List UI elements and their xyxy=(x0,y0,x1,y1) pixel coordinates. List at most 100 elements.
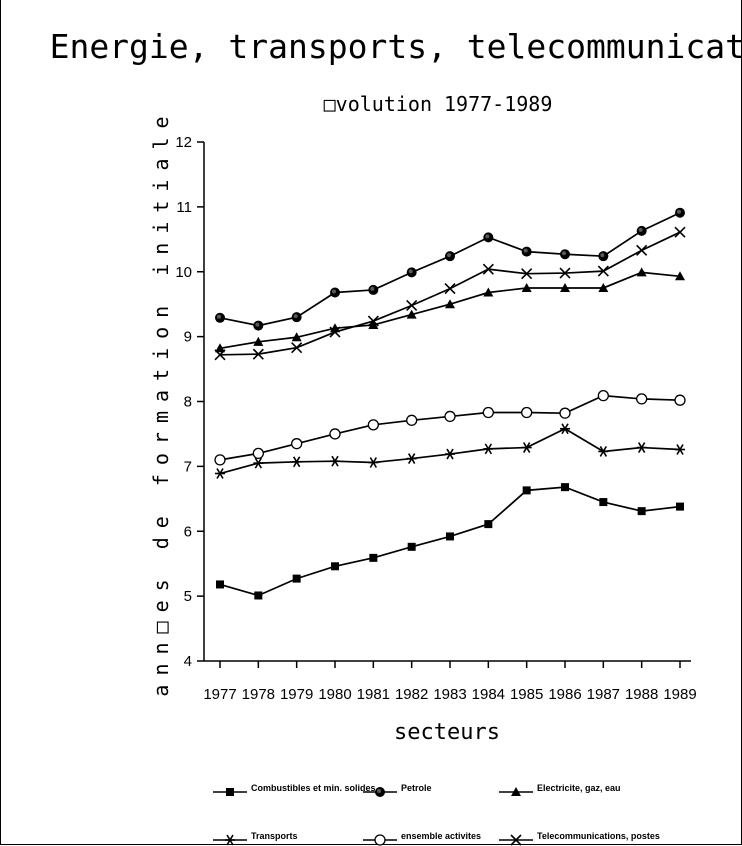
legend-marker xyxy=(225,834,235,846)
data-point xyxy=(598,251,609,262)
data-point xyxy=(674,394,686,406)
plot-area: 4 5 6 7 8 9 10 11 12 1977 1978 1979 1980 1981 1982 1983… xyxy=(175,134,696,703)
legend-item: Electricite, gaz, eau xyxy=(499,783,621,796)
data-point xyxy=(598,282,609,292)
data-point xyxy=(367,419,379,431)
data-point xyxy=(636,225,647,236)
x-tick-label: 1987 xyxy=(587,686,620,703)
data-point xyxy=(636,393,648,405)
data-point xyxy=(636,267,647,277)
x-tick-label: 1983 xyxy=(433,686,466,703)
data-point xyxy=(444,410,456,423)
y-tick-label: 7 xyxy=(184,458,192,475)
data-point xyxy=(329,326,341,338)
data-point xyxy=(406,414,418,426)
legend-label: Transports xyxy=(251,831,298,841)
data-point xyxy=(482,263,494,275)
data-point xyxy=(368,457,379,468)
x-tick-label: 1984 xyxy=(472,686,505,703)
data-point xyxy=(214,454,226,466)
legend: Combustibles et min. solides Petrole Elect… xyxy=(213,783,660,846)
x-tick-label: 1977 xyxy=(203,686,236,703)
x-tick-label: 1982 xyxy=(395,686,428,703)
legend-label: Combustibles et min. solides xyxy=(251,783,376,793)
y-tick-label: 4 xyxy=(184,653,192,670)
data-point xyxy=(253,336,264,346)
data-point xyxy=(636,244,648,256)
data-point xyxy=(329,428,341,440)
legend-label: Petrole xyxy=(401,783,432,793)
legend-label: Telecommunications, postes xyxy=(537,831,660,841)
y-tick-label: 9 xyxy=(184,329,192,346)
series-line xyxy=(219,427,681,475)
data-point xyxy=(330,287,340,298)
data-point xyxy=(291,456,302,468)
data-point xyxy=(598,446,609,457)
data-point xyxy=(215,312,225,323)
data-point xyxy=(446,532,454,541)
data-point xyxy=(291,342,303,354)
data-point xyxy=(407,542,416,551)
data-point xyxy=(675,207,685,218)
data-point xyxy=(675,271,685,281)
data-point xyxy=(406,299,418,312)
data-point xyxy=(599,498,608,507)
legend-item: Petrole xyxy=(363,783,432,797)
data-point xyxy=(367,315,379,327)
data-point xyxy=(215,343,225,353)
data-point xyxy=(252,348,264,360)
data-point xyxy=(216,580,224,589)
y-tick-label: 8 xyxy=(184,394,192,411)
legend-marker xyxy=(374,834,386,846)
legend-marker xyxy=(375,787,385,797)
data-point xyxy=(331,562,339,571)
data-point xyxy=(597,390,609,402)
data-point xyxy=(676,502,684,511)
data-point xyxy=(560,282,570,292)
x-axis-label: secteurs xyxy=(394,720,500,745)
data-point xyxy=(253,320,264,331)
x-tick-label: 1980 xyxy=(318,686,351,703)
data-point xyxy=(560,423,570,435)
x-tick-label: 1989 xyxy=(663,686,696,703)
legend-item: Transports xyxy=(213,831,298,846)
legend-label: Electricite, gaz, eau xyxy=(537,783,621,793)
data-point xyxy=(291,438,303,450)
data-point xyxy=(521,406,533,419)
data-point xyxy=(368,284,379,295)
data-point xyxy=(291,312,302,323)
y-tick-label: 12 xyxy=(175,134,192,151)
x-tick-label: 1986 xyxy=(548,686,581,703)
legend-marker xyxy=(226,788,234,796)
data-point xyxy=(330,455,340,467)
data-point xyxy=(406,309,417,319)
data-point xyxy=(483,287,494,297)
data-point xyxy=(482,406,494,419)
data-point xyxy=(674,226,686,238)
series-line xyxy=(219,271,681,350)
data-point xyxy=(445,251,455,262)
data-point xyxy=(522,486,531,495)
data-point xyxy=(483,443,494,455)
data-point xyxy=(253,457,264,469)
data-point xyxy=(483,232,494,243)
x-tick-label: 1988 xyxy=(625,686,658,703)
x-tick-label: 1979 xyxy=(280,686,313,703)
y-axis-label: ann□es de formation initiale xyxy=(149,107,173,696)
data-point xyxy=(214,349,226,361)
legend-marker xyxy=(510,834,522,846)
y-tick-label: 10 xyxy=(175,264,192,281)
data-point xyxy=(597,265,609,277)
data-point xyxy=(521,246,532,257)
x-tick-label: 1978 xyxy=(242,686,275,703)
data-point xyxy=(521,268,533,280)
data-point xyxy=(521,282,532,292)
data-point xyxy=(559,407,571,419)
data-point xyxy=(636,442,647,453)
data-point xyxy=(292,574,301,583)
data-point xyxy=(254,591,263,600)
legend-item: Telecommunications, postes xyxy=(499,831,660,846)
x-tick-label: 1981 xyxy=(357,686,390,703)
legend-item: ensemble activites xyxy=(363,831,481,846)
